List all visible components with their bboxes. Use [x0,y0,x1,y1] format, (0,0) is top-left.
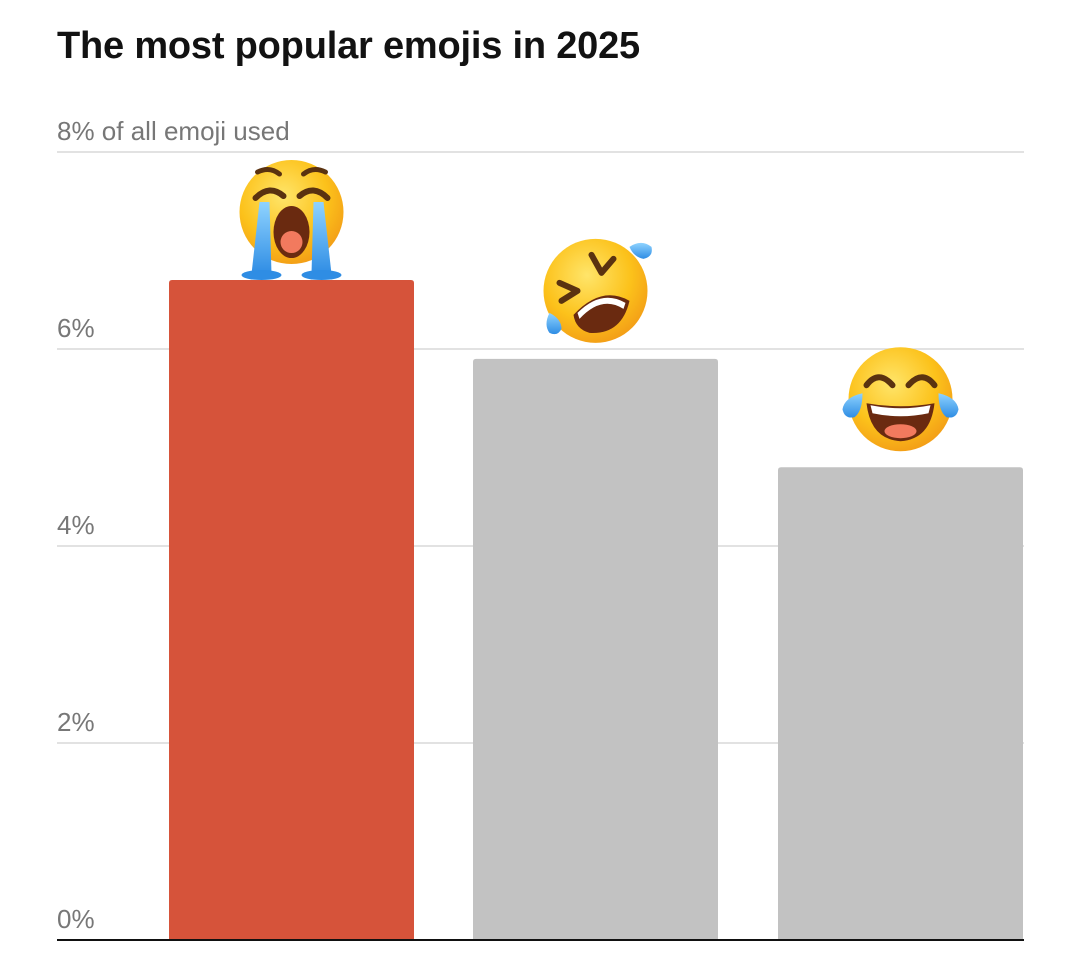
y-tick-label: 6% [57,313,95,343]
y-tick-label: 2% [57,707,95,737]
y-axis-tick-labels: 0% 2% 4% 6% 8% of all emoji used [57,116,290,934]
y-tick-label: 8% of all emoji used [57,116,290,146]
bar-rolling-on-the-floor-laughing [473,358,718,941]
y-tick-label: 4% [57,510,95,540]
loudly-crying-face-icon [240,160,344,280]
rolling-on-the-floor-laughing-icon [544,239,652,343]
bar-loudly-crying-face [169,280,414,940]
bars [169,280,1023,941]
face-with-tears-of-joy-icon [843,347,959,451]
bar-face-with-tears-of-joy [778,467,1023,940]
chart-title: The most popular emojis in 2025 [57,25,640,67]
y-tick-label: 0% [57,904,95,934]
